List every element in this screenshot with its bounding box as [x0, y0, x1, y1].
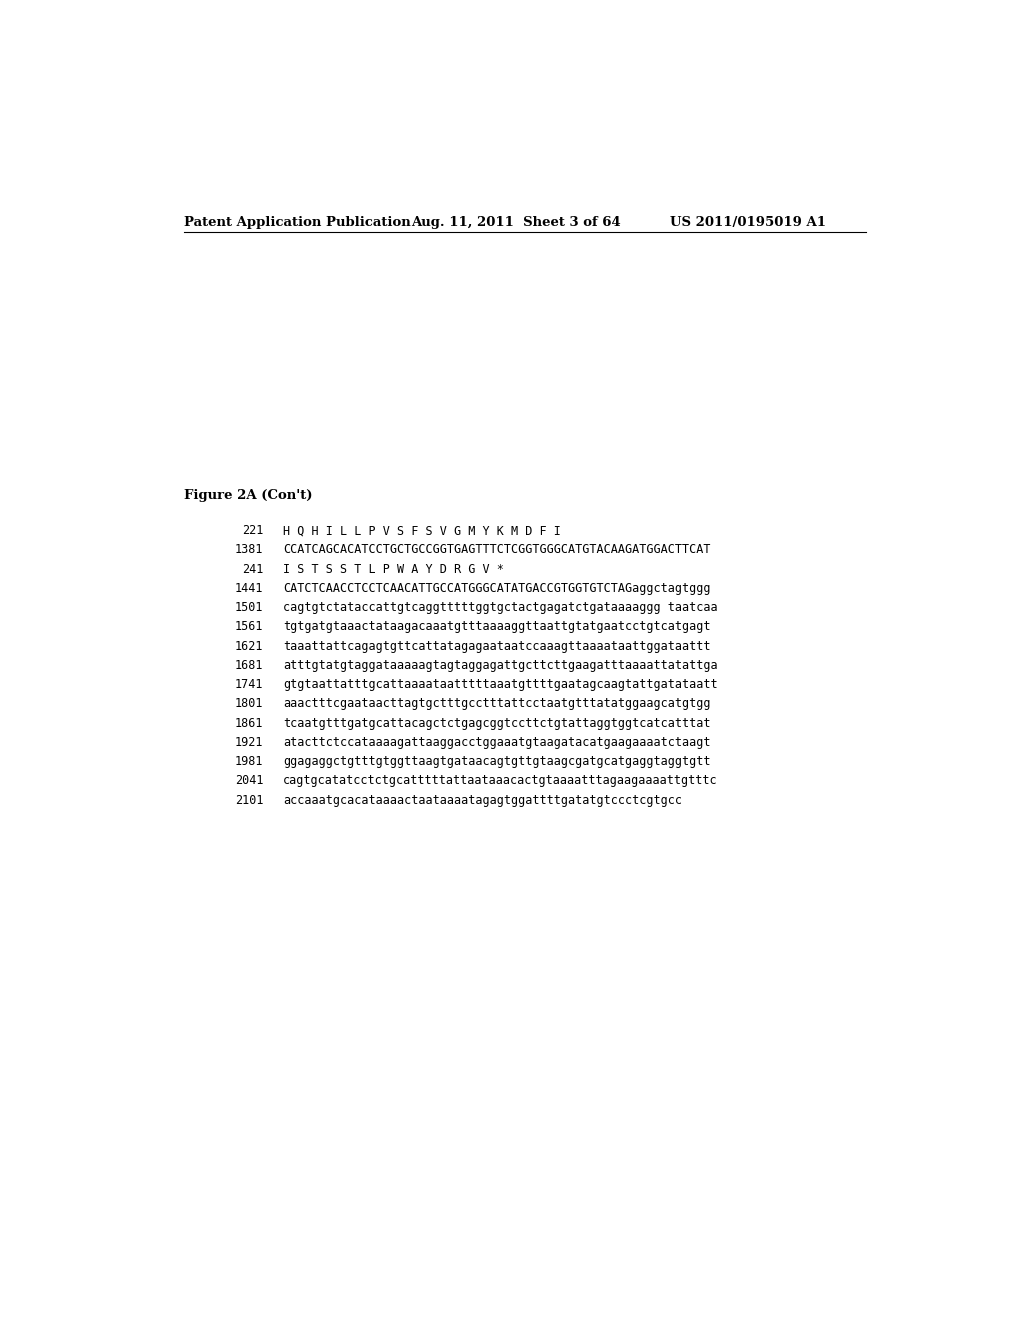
Text: ggagaggctgtttgtggttaagtgataacagtgttgtaagcgatgcatgaggtaggtgtt: ggagaggctgtttgtggttaagtgataacagtgttgtaag… — [283, 755, 711, 768]
Text: 1441: 1441 — [236, 582, 263, 595]
Text: taaattattcagagtgttcattatagagaataatccaaagttaaaataattggataattt: taaattattcagagtgttcattatagagaataatccaaag… — [283, 640, 711, 652]
Text: Figure 2A (Con't): Figure 2A (Con't) — [183, 490, 312, 503]
Text: 1561: 1561 — [236, 620, 263, 634]
Text: 1861: 1861 — [236, 717, 263, 730]
Text: 221: 221 — [243, 524, 263, 537]
Text: aaactttcgaataacttagtgctttgcctttattcctaatgtttatatggaagcatgtgg: aaactttcgaataacttagtgctttgcctttattcctaat… — [283, 697, 711, 710]
Text: 1921: 1921 — [236, 737, 263, 748]
Text: tgtgatgtaaactataagacaaatgtttaaaaggttaattgtatgaatcctgtcatgagt: tgtgatgtaaactataagacaaatgtttaaaaggttaatt… — [283, 620, 711, 634]
Text: atttgtatgtaggataaaaagtagtaggagattgcttcttgaagatttaaaattatattga: atttgtatgtaggataaaaagtagtaggagattgcttctt… — [283, 659, 718, 672]
Text: 1801: 1801 — [236, 697, 263, 710]
Text: I S T S S T L P W A Y D R G V *: I S T S S T L P W A Y D R G V * — [283, 562, 504, 576]
Text: 1681: 1681 — [236, 659, 263, 672]
Text: US 2011/0195019 A1: US 2011/0195019 A1 — [671, 216, 826, 230]
Text: 1741: 1741 — [236, 678, 263, 692]
Text: 2041: 2041 — [236, 775, 263, 788]
Text: accaaatgcacataaaactaataaaatagagtggattttgatatgtccctcgtgcc: accaaatgcacataaaactaataaaatagagtggattttg… — [283, 793, 682, 807]
Text: 1981: 1981 — [236, 755, 263, 768]
Text: 241: 241 — [243, 562, 263, 576]
Text: cagtgtctataccattgtcaggtttttggtgctactgagatctgataaaaggg taatcaa: cagtgtctataccattgtcaggtttttggtgctactgaga… — [283, 601, 718, 614]
Text: CCATCAGCACATCCTGCTGCCGGTGAGTTTCTCGGTGGGCATGTACAAGATGGACTTCAT: CCATCAGCACATCCTGCTGCCGGTGAGTTTCTCGGTGGGC… — [283, 544, 711, 557]
Text: gtgtaattatttgcattaaaataatttttaaatgttttgaatagcaagtattgatataatt: gtgtaattatttgcattaaaataatttttaaatgttttga… — [283, 678, 718, 692]
Text: Patent Application Publication: Patent Application Publication — [183, 216, 411, 230]
Text: 1621: 1621 — [236, 640, 263, 652]
Text: 1501: 1501 — [236, 601, 263, 614]
Text: CATCTCAACCTCCTCAACATTGCCATGGGCATATGACCGTGGTGTCTAGaggctagtggg: CATCTCAACCTCCTCAACATTGCCATGGGCATATGACCGT… — [283, 582, 711, 595]
Text: 2101: 2101 — [236, 793, 263, 807]
Text: atacttctccataaaagattaaggacctggaaatgtaagatacatgaagaaaatctaagt: atacttctccataaaagattaaggacctggaaatgtaaga… — [283, 737, 711, 748]
Text: H Q H I L L P V S F S V G M Y K M D F I: H Q H I L L P V S F S V G M Y K M D F I — [283, 524, 561, 537]
Text: 1381: 1381 — [236, 544, 263, 557]
Text: Aug. 11, 2011  Sheet 3 of 64: Aug. 11, 2011 Sheet 3 of 64 — [411, 216, 621, 230]
Text: tcaatgtttgatgcattacagctctgagcggtccttctgtattaggtggtcatcatttat: tcaatgtttgatgcattacagctctgagcggtccttctgt… — [283, 717, 711, 730]
Text: cagtgcatatcctctgcatttttattaataaacactgtaaaatttagaagaaaattgtttc: cagtgcatatcctctgcatttttattaataaacactgtaa… — [283, 775, 718, 788]
